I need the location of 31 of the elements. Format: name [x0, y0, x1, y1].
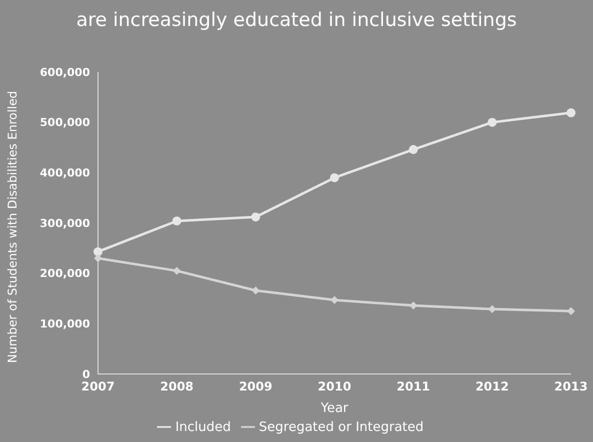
x-tick-label: 2007 [81, 380, 115, 394]
y-tick-label: 100,000 [40, 318, 90, 331]
point [566, 108, 576, 118]
y-tick-label: 400,000 [40, 166, 90, 180]
x-tick-label: 2008 [160, 380, 194, 394]
x-tick-label: 2010 [318, 380, 352, 394]
point [94, 247, 102, 256]
x-axis-title: Year [320, 401, 349, 416]
y-axis-title: Number of Students with Disabilities Enrolled [5, 90, 20, 363]
point [330, 173, 339, 182]
point [172, 266, 181, 275]
x-tick-label: 2011 [396, 380, 430, 394]
y-tick-label: 300,000 [40, 216, 90, 230]
legend-label: Included [175, 420, 231, 435]
chart-title: are increasingly educated in inclusive settings [75, 8, 518, 32]
y-tick-label: 200,000 [40, 267, 90, 280]
x-tick-label: 2013 [554, 380, 588, 394]
x-tick-label: 2012 [475, 380, 509, 394]
y-tick-label: 500,000 [40, 116, 90, 130]
point [251, 212, 260, 222]
legend-label: Segregated or Integrated [258, 420, 424, 435]
point [408, 145, 418, 154]
y-tick-label: 0 [82, 368, 90, 381]
point [330, 296, 338, 304]
point [252, 286, 260, 294]
point [172, 216, 182, 226]
point [94, 254, 102, 262]
x-tick-label: 2009 [238, 380, 272, 394]
point [488, 118, 497, 127]
y-tick-label: 600,000 [40, 66, 90, 79]
point [567, 307, 575, 316]
